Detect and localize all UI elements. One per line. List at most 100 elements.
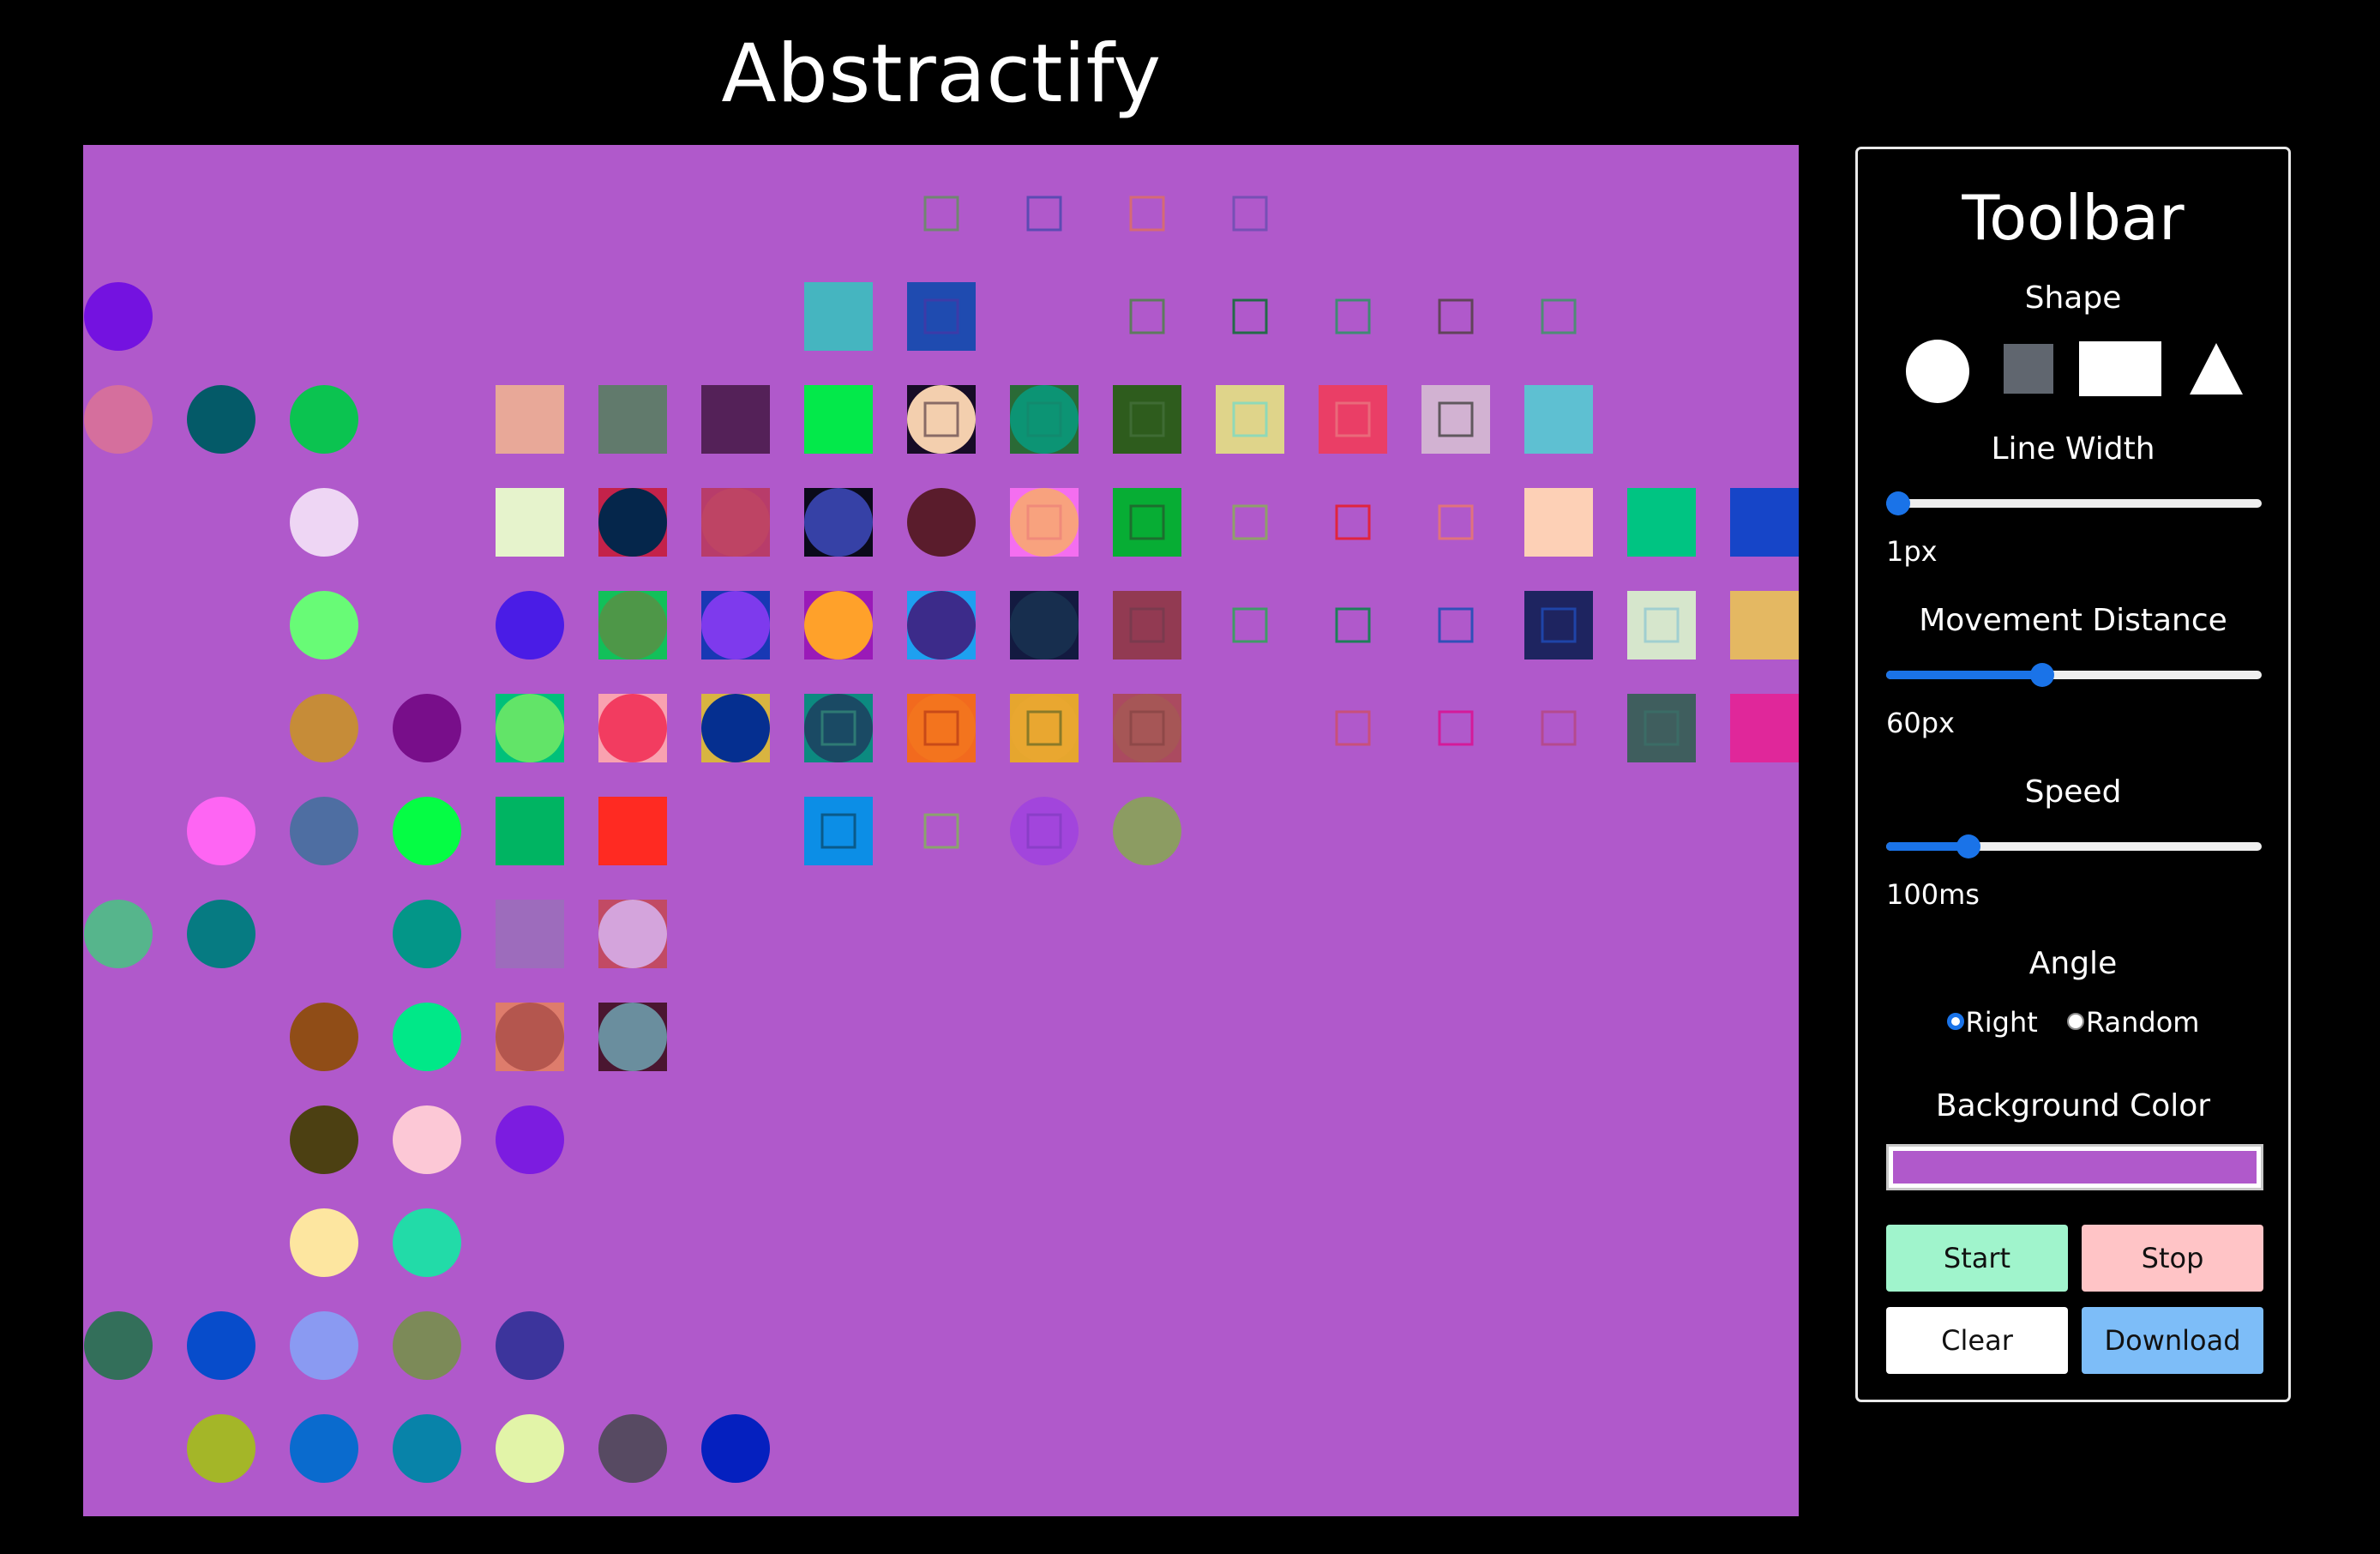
canvas-circle <box>187 900 255 968</box>
canvas-circle <box>804 694 873 762</box>
canvas-outline-square <box>1232 504 1268 540</box>
angle-radio-group: Right Random <box>1858 1003 2288 1041</box>
canvas-inner-square <box>1644 607 1680 643</box>
movement-distance-slider[interactable] <box>1886 663 2262 687</box>
start-button[interactable]: Start <box>1886 1225 2068 1292</box>
canvas-circle <box>907 694 976 762</box>
background-color-picker[interactable] <box>1886 1144 2263 1190</box>
canvas-outline-square <box>1438 607 1474 643</box>
canvas-square <box>1524 488 1593 557</box>
drawing-canvas[interactable] <box>83 145 1799 1516</box>
download-button[interactable]: Download <box>2082 1307 2263 1374</box>
canvas-square <box>701 385 770 454</box>
canvas-circle <box>598 1003 667 1071</box>
circle-shape-option[interactable] <box>1906 340 1969 403</box>
canvas-square <box>496 900 564 968</box>
canvas-circle <box>496 1311 564 1380</box>
canvas-circle <box>393 1003 461 1071</box>
canvas-inner-square <box>1129 401 1165 437</box>
slider-thumb[interactable] <box>1956 834 1980 858</box>
canvas-outline-square <box>1335 607 1371 643</box>
toolbar-panel: Toolbar Shape Line Width 1px Movement Di… <box>1855 147 2291 1402</box>
canvas-circle <box>290 1208 358 1277</box>
slider-track <box>1886 671 2262 679</box>
app-title: Abstractify <box>721 27 1162 121</box>
stop-button[interactable]: Stop <box>2082 1225 2263 1292</box>
square-shape-option[interactable] <box>2004 344 2053 394</box>
canvas-square <box>1524 385 1593 454</box>
canvas-circle <box>187 1311 255 1380</box>
speed-label: Speed <box>2024 774 2122 810</box>
canvas-circle <box>598 591 667 660</box>
canvas-inner-square <box>1438 401 1474 437</box>
canvas-artwork[interactable] <box>83 145 1799 1516</box>
canvas-circle <box>393 1208 461 1277</box>
canvas-background <box>83 145 1799 1516</box>
speed-slider[interactable] <box>1886 834 2262 858</box>
canvas-inner-square <box>1129 607 1165 643</box>
slider-thumb[interactable] <box>1886 491 1910 515</box>
canvas-inner-square <box>1335 401 1371 437</box>
canvas-circle <box>598 694 667 762</box>
canvas-circle <box>701 1414 770 1483</box>
canvas-circle <box>393 1414 461 1483</box>
slider-thumb[interactable] <box>2030 663 2055 687</box>
canvas-inner-square <box>923 298 959 334</box>
canvas-circle <box>804 591 873 660</box>
angle-option-right-label: Right <box>1965 1006 2038 1039</box>
canvas-outline-square <box>923 196 959 232</box>
triangle-shape-option[interactable] <box>2190 343 2243 395</box>
canvas-circle <box>496 1105 564 1174</box>
canvas-square <box>598 797 667 865</box>
canvas-square <box>1730 591 1799 660</box>
canvas-circle <box>290 1414 358 1483</box>
canvas-inner-square <box>1129 504 1165 540</box>
canvas-square <box>1627 591 1696 660</box>
canvas-inner-square <box>1644 710 1680 746</box>
canvas-outline-square <box>1335 298 1371 334</box>
canvas-circle <box>393 1311 461 1380</box>
radio-button-right[interactable] <box>1946 1013 1964 1030</box>
canvas-circle <box>1113 797 1181 865</box>
angle-label: Angle <box>2028 946 2118 981</box>
line-width-slider[interactable] <box>1886 491 2262 515</box>
canvas-outline-square <box>1232 196 1268 232</box>
canvas-outline-square <box>1335 504 1371 540</box>
canvas-circle <box>187 1414 255 1483</box>
canvas-square <box>1730 488 1799 557</box>
angle-option-right[interactable]: Right <box>1946 1003 2038 1041</box>
slider-track <box>1886 842 2262 851</box>
radio-button-random[interactable] <box>2066 1013 2084 1030</box>
canvas-circle <box>84 385 153 454</box>
canvas-inner-square <box>820 813 856 849</box>
canvas-outline-square <box>1129 196 1165 232</box>
background-color-label: Background Color <box>1935 1088 2211 1123</box>
canvas-square <box>598 385 667 454</box>
canvas-square <box>907 282 976 351</box>
rectangle-shape-option[interactable] <box>2079 341 2161 396</box>
canvas-outline-square <box>1335 710 1371 746</box>
clear-button[interactable]: Clear <box>1886 1307 2068 1374</box>
canvas-circle <box>496 694 564 762</box>
canvas-circle <box>701 591 770 660</box>
angle-option-random[interactable]: Random <box>2066 1003 2200 1041</box>
canvas-outline-square <box>1232 298 1268 334</box>
toolbar-title: Toolbar <box>1962 182 2185 254</box>
canvas-square <box>804 797 873 865</box>
canvas-circle <box>701 694 770 762</box>
line-width-value: 1px <box>1886 535 1938 568</box>
canvas-square <box>496 385 564 454</box>
angle-option-random-label: Random <box>2085 1006 2200 1039</box>
canvas-square <box>1216 385 1284 454</box>
canvas-circle <box>1010 385 1079 454</box>
canvas-square <box>804 282 873 351</box>
canvas-inner-square <box>1026 504 1062 540</box>
canvas-inner-square <box>1541 607 1577 643</box>
shape-label: Shape <box>2024 280 2122 316</box>
canvas-square <box>1524 591 1593 660</box>
canvas-circle <box>290 694 358 762</box>
speed-value: 100ms <box>1886 878 1980 911</box>
canvas-square <box>804 385 873 454</box>
canvas-circle <box>804 488 873 557</box>
canvas-circle <box>290 1105 358 1174</box>
